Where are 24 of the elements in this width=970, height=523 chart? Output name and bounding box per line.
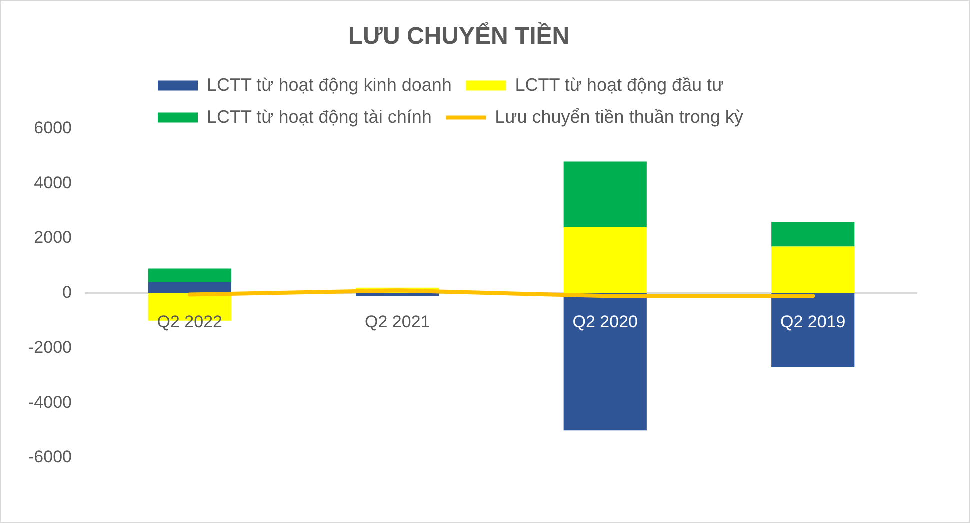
y-tick-label: 4000 <box>34 173 72 192</box>
bar <box>772 293 855 368</box>
legend-label: Lưu chuyển tiền thuần trong kỳ <box>495 106 744 127</box>
bar <box>564 162 647 228</box>
x-tick-label: Q2 2019 <box>780 312 846 332</box>
x-tick-label: Q2 2020 <box>572 312 638 332</box>
chart-title: LƯU CHUYỂN TIỀN <box>348 22 570 50</box>
bar <box>148 282 232 294</box>
bar <box>356 293 440 296</box>
legend-label: LCTT từ hoạt động kinh doanh <box>207 74 452 95</box>
legend-label: LCTT từ hoạt động tài chính <box>207 106 432 127</box>
y-tick-label: 2000 <box>34 228 72 248</box>
legend-label: LCTT từ hoạt động đầu tư <box>515 74 724 95</box>
y-tick-label: -6000 <box>28 448 72 467</box>
y-tick-label: 6000 <box>34 118 72 138</box>
bar <box>564 228 647 294</box>
y-tick-label: -2000 <box>28 338 72 357</box>
bar <box>148 268 232 282</box>
y-tick-label: -4000 <box>28 392 72 412</box>
bar <box>772 222 855 247</box>
bar <box>564 293 647 431</box>
bar <box>772 246 855 294</box>
x-tick-label: Q2 2021 <box>365 312 430 332</box>
y-tick-label: 0 <box>62 283 72 302</box>
